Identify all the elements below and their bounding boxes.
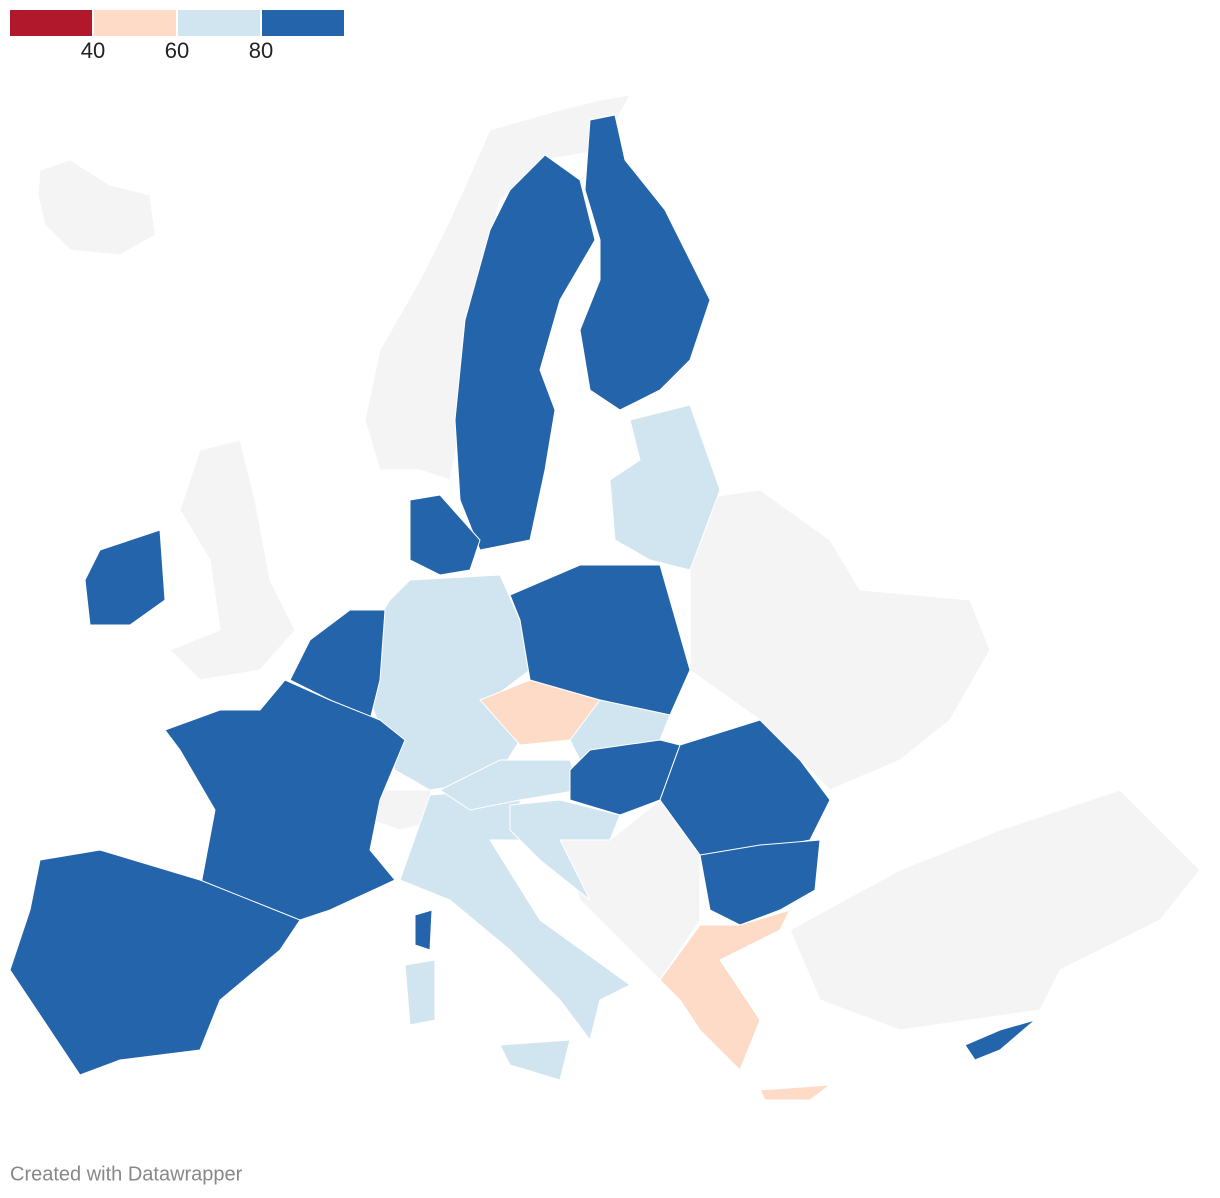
iceland <box>37 159 156 256</box>
legend-tick-label: 80 <box>249 38 273 63</box>
sardinia <box>404 959 436 1026</box>
legend: 40 60 80 <box>10 10 344 63</box>
balkans <box>559 799 701 981</box>
legend-swatch <box>178 10 260 36</box>
sweden <box>454 154 596 551</box>
denmark <box>409 494 481 576</box>
slovakia <box>569 699 671 761</box>
legend-tick-label: 60 <box>165 38 189 63</box>
romania <box>659 719 831 856</box>
corsica <box>414 909 433 951</box>
credit: Created with Datawrapper <box>10 1163 243 1185</box>
ireland <box>84 529 166 626</box>
iberia <box>9 849 301 1076</box>
baltics <box>609 404 721 571</box>
legend-tick-label: 40 <box>81 38 105 63</box>
legend-swatch <box>10 10 92 36</box>
united-kingdom <box>169 439 296 681</box>
crete <box>759 1084 832 1101</box>
eastern-europe <box>689 489 991 791</box>
map <box>9 94 1201 1101</box>
bulgaria <box>699 839 821 926</box>
cyprus <box>964 1019 1036 1061</box>
greece <box>659 909 791 1071</box>
slovenia-croatia <box>509 799 621 901</box>
sicily <box>499 1039 571 1081</box>
legend-swatch <box>94 10 176 36</box>
legend-swatch <box>262 10 344 36</box>
finland <box>579 114 711 411</box>
turkey <box>789 789 1201 1031</box>
